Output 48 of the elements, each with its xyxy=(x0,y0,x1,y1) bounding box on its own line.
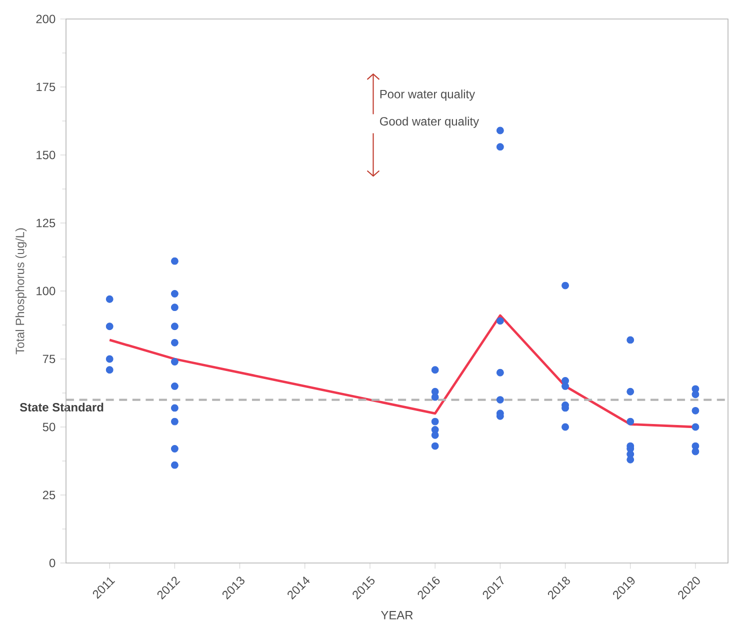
ref-line-label: State Standard xyxy=(20,402,104,412)
point xyxy=(562,282,569,290)
y-tick-label: 75 xyxy=(42,354,56,364)
y-tick-label: 50 xyxy=(42,422,56,432)
point xyxy=(170,257,178,265)
point xyxy=(692,406,700,414)
x-axis-title: YEAR xyxy=(380,611,413,620)
y-tick-label: 0 xyxy=(49,558,56,568)
y-tick-label: 200 xyxy=(36,14,56,24)
point xyxy=(170,290,178,298)
point xyxy=(431,366,439,374)
y-tick-label: 25 xyxy=(42,490,56,500)
point xyxy=(496,396,504,404)
point xyxy=(496,368,504,376)
point xyxy=(170,404,178,412)
y-tick-label: 150 xyxy=(36,150,56,160)
y-tick-label: 125 xyxy=(36,218,56,228)
point xyxy=(170,358,178,366)
point xyxy=(496,126,504,134)
point xyxy=(692,423,700,431)
point xyxy=(562,423,569,431)
point xyxy=(431,393,439,401)
point xyxy=(106,355,114,363)
point xyxy=(170,461,178,469)
point xyxy=(170,382,178,390)
point xyxy=(496,143,504,151)
point xyxy=(692,390,700,398)
y-tick-label: 175 xyxy=(36,82,56,92)
point xyxy=(626,336,634,344)
point xyxy=(170,338,178,346)
point xyxy=(170,304,178,312)
y-axis-title: Total Phosphorus (ug/L) xyxy=(15,228,27,354)
point xyxy=(106,295,114,303)
annotation: Good water quality xyxy=(380,116,480,128)
point xyxy=(626,456,634,464)
point xyxy=(626,418,634,426)
point xyxy=(431,418,439,426)
y-tick-label: 100 xyxy=(36,286,56,296)
annotation: Poor water quality xyxy=(380,90,476,101)
point xyxy=(170,322,178,330)
point xyxy=(170,445,178,452)
point xyxy=(692,448,700,456)
point xyxy=(106,366,114,374)
point xyxy=(626,388,634,396)
point xyxy=(431,442,439,450)
point xyxy=(170,418,178,426)
point xyxy=(496,317,504,325)
point xyxy=(106,322,114,330)
